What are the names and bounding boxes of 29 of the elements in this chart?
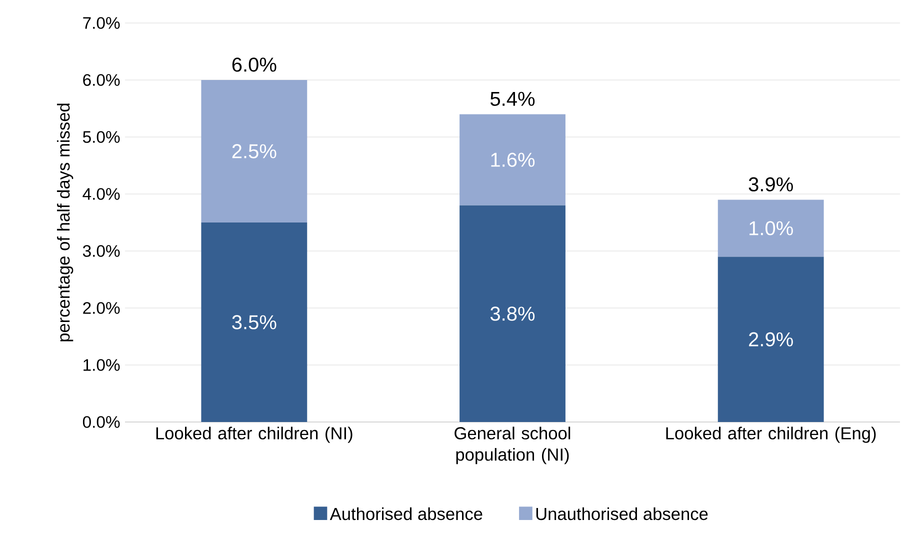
y-axis-title: percentage of half days missed: [56, 104, 74, 342]
data-label: 3.8%: [490, 306, 535, 321]
y-tick-label: 0.0%: [82, 416, 120, 428]
bar: [718, 256, 824, 422]
data-label: 2.9%: [749, 332, 793, 346]
legend-label: Unauthorised absence: [536, 507, 708, 520]
y-tick-label: 1.0%: [84, 359, 120, 371]
data-label: 1.6%: [491, 152, 535, 167]
total-label: 6.0%: [232, 58, 276, 72]
x-tick-label: Looked after children (Eng): [666, 426, 876, 443]
bar: [460, 205, 566, 422]
total-label: 5.4%: [490, 92, 535, 106]
legend-label: Authorised absence: [330, 507, 482, 520]
y-tick-label: 5.0%: [82, 131, 120, 143]
x-tick-label: Looked after children (NI): [156, 426, 352, 443]
y-tick-label: 7.0%: [83, 17, 120, 29]
total-label: 3.9%: [748, 177, 793, 192]
y-tick-label: 2.0%: [83, 302, 120, 314]
bar: [201, 222, 308, 422]
data-label: 1.0%: [750, 221, 793, 236]
data-label: 2.5%: [232, 144, 276, 158]
data-label: 3.5%: [232, 315, 276, 330]
bar: [201, 80, 308, 222]
y-tick-label: 3.0%: [82, 245, 120, 257]
bar: [460, 114, 566, 206]
y-tick-label: 4.0%: [82, 188, 120, 200]
y-tick-label: 6.0%: [83, 74, 120, 86]
x-tick-label: General school population (NI): [454, 426, 570, 464]
bar: [718, 200, 824, 257]
